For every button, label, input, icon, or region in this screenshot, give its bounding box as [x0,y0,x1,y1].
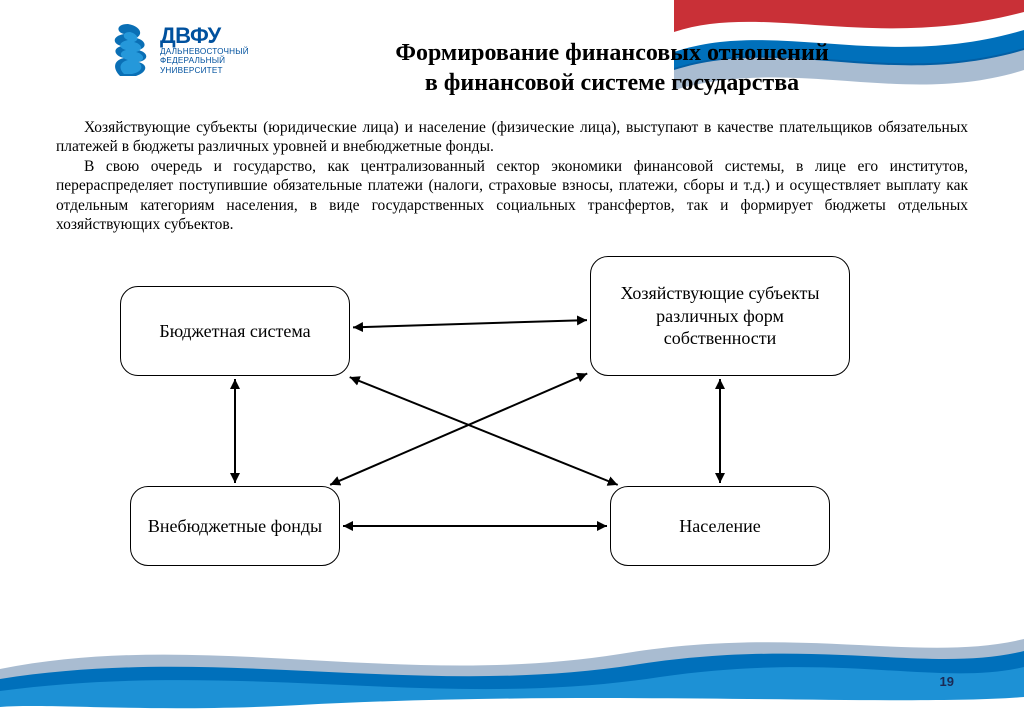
footer-wave [0,619,1024,709]
diagram-node-people: Население [610,486,830,566]
relations-diagram: Бюджетная система Хозяйствующие субъекты … [100,256,890,616]
edge-budget-people [350,377,618,485]
paragraph: В свою очередь и государство, как центра… [56,157,968,235]
logo-mark-icon [110,18,152,82]
diagram-node-entities: Хозяйствующие субъекты различных форм со… [590,256,850,376]
paragraph: Хозяйствующие субъекты (юридические лица… [56,118,968,157]
body-text: Хозяйствующие субъекты (юридические лица… [56,118,968,234]
edge-budget-entities [353,320,587,327]
page-number: 19 [940,674,954,689]
diagram-node-budget: Бюджетная система [120,286,350,376]
slide-title: Формирование финансовых отношенийв финан… [260,38,964,98]
edge-entities-funds [330,373,587,484]
logo-line-1: ДАЛЬНЕВОСТОЧНЫЙ [160,47,249,56]
logo-acronym: ДВФУ [160,25,249,47]
diagram-node-funds: Внебюджетные фонды [130,486,340,566]
logo-line-2: ФЕДЕРАЛЬНЫЙ [160,56,249,65]
logo-line-3: УНИВЕРСИТЕТ [160,66,249,75]
university-logo: ДВФУ ДАЛЬНЕВОСТОЧНЫЙ ФЕДЕРАЛЬНЫЙ УНИВЕРС… [110,18,249,82]
